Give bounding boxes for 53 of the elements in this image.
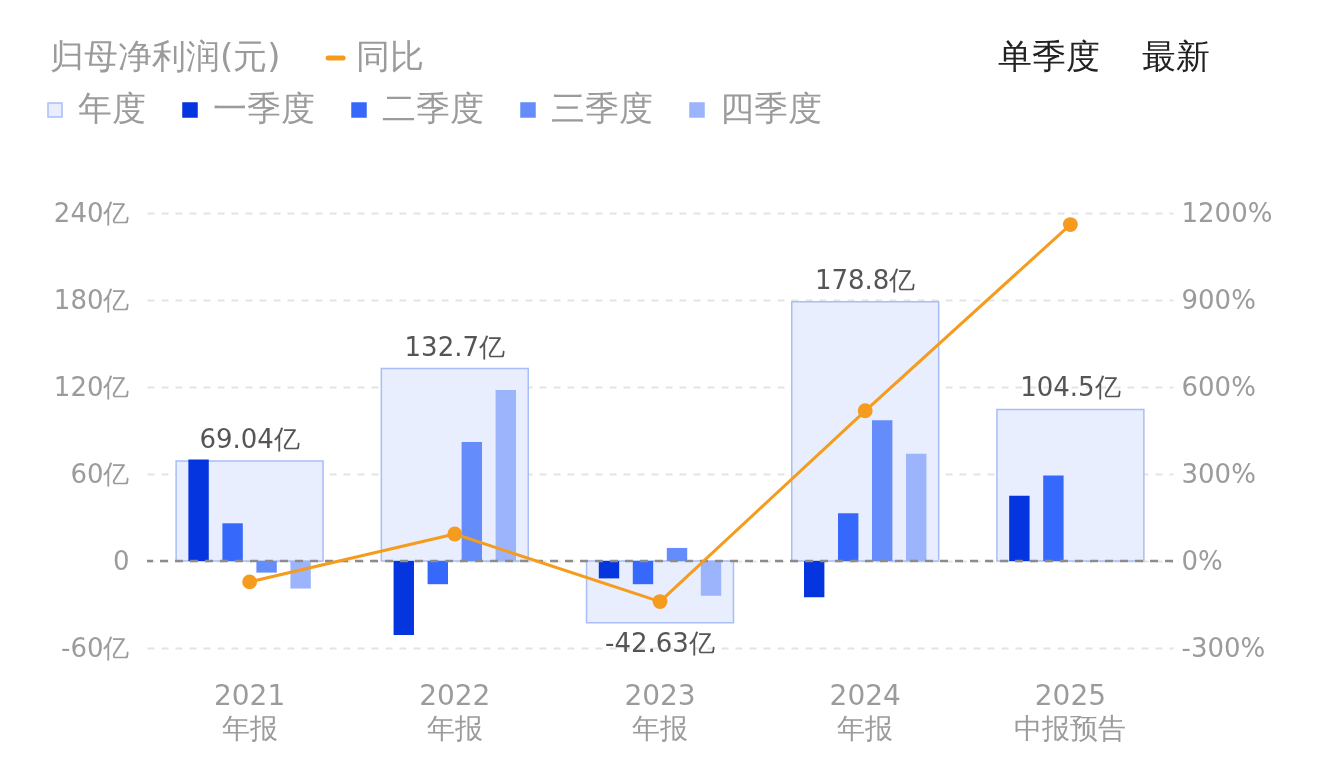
legend-label: 二季度 [382, 88, 484, 128]
x-tick-label: 2021 年报 [213, 678, 286, 745]
bar [666, 547, 688, 561]
y2-tick-label: 0% [1181, 545, 1223, 576]
bar [837, 513, 859, 561]
bar [1009, 495, 1030, 561]
bar [700, 561, 722, 596]
bar [188, 459, 209, 561]
bar [495, 389, 517, 561]
text: 单季度 [998, 36, 1100, 76]
bar [632, 561, 654, 585]
bar [1043, 475, 1064, 561]
data-label: 69.04亿 [199, 423, 300, 454]
legend-label: 一季度 [213, 88, 315, 128]
data-label: 132.7亿 [404, 331, 506, 362]
y-tick-label: 0 [112, 545, 130, 576]
data-label: 104.5亿 [1020, 372, 1121, 403]
y-tick-label: 120亿 [53, 371, 130, 402]
bar [598, 561, 620, 579]
data-label: -42.63亿 [605, 627, 715, 658]
y-tick-label: 180亿 [53, 284, 130, 315]
point [447, 526, 463, 542]
x-tick-label: 2022 年报 [419, 678, 491, 745]
y2-tick-label: 900% [1181, 284, 1256, 315]
bar [256, 561, 277, 573]
text: 最新 [1142, 36, 1210, 76]
chart-title: 归母净利润(元) [50, 36, 281, 76]
legend-label: 四季度 [720, 88, 822, 128]
y2-tick-label: 300% [1181, 458, 1256, 489]
y-tick-label: 60亿 [70, 458, 130, 489]
y-tick-label: -60亿 [61, 632, 130, 663]
x-tick-label: 2023 年报 [624, 678, 696, 745]
data-label: 178.8亿 [814, 264, 916, 295]
legend-label: 同比 [356, 36, 425, 76]
bar [222, 523, 243, 561]
y2-tick-label: -300% [1181, 632, 1266, 663]
y2-tick-label: 600% [1181, 371, 1256, 402]
point [857, 403, 873, 419]
bar [393, 561, 414, 635]
y2-tick-label: 1200% [1181, 197, 1273, 228]
bar [427, 561, 448, 585]
legend-label: 年度 [78, 88, 146, 128]
bar [461, 442, 483, 561]
bar [803, 561, 825, 598]
point [242, 574, 258, 590]
x-tick-label: 2025 中报预告 [1014, 678, 1127, 745]
x-tick-label: 2024 年报 [829, 678, 901, 745]
legend-label: 三季度 [551, 88, 653, 128]
point [1062, 217, 1078, 232]
bar [872, 420, 893, 561]
y-tick-label: 240亿 [53, 197, 130, 228]
bar [906, 453, 927, 561]
point [652, 594, 668, 609]
